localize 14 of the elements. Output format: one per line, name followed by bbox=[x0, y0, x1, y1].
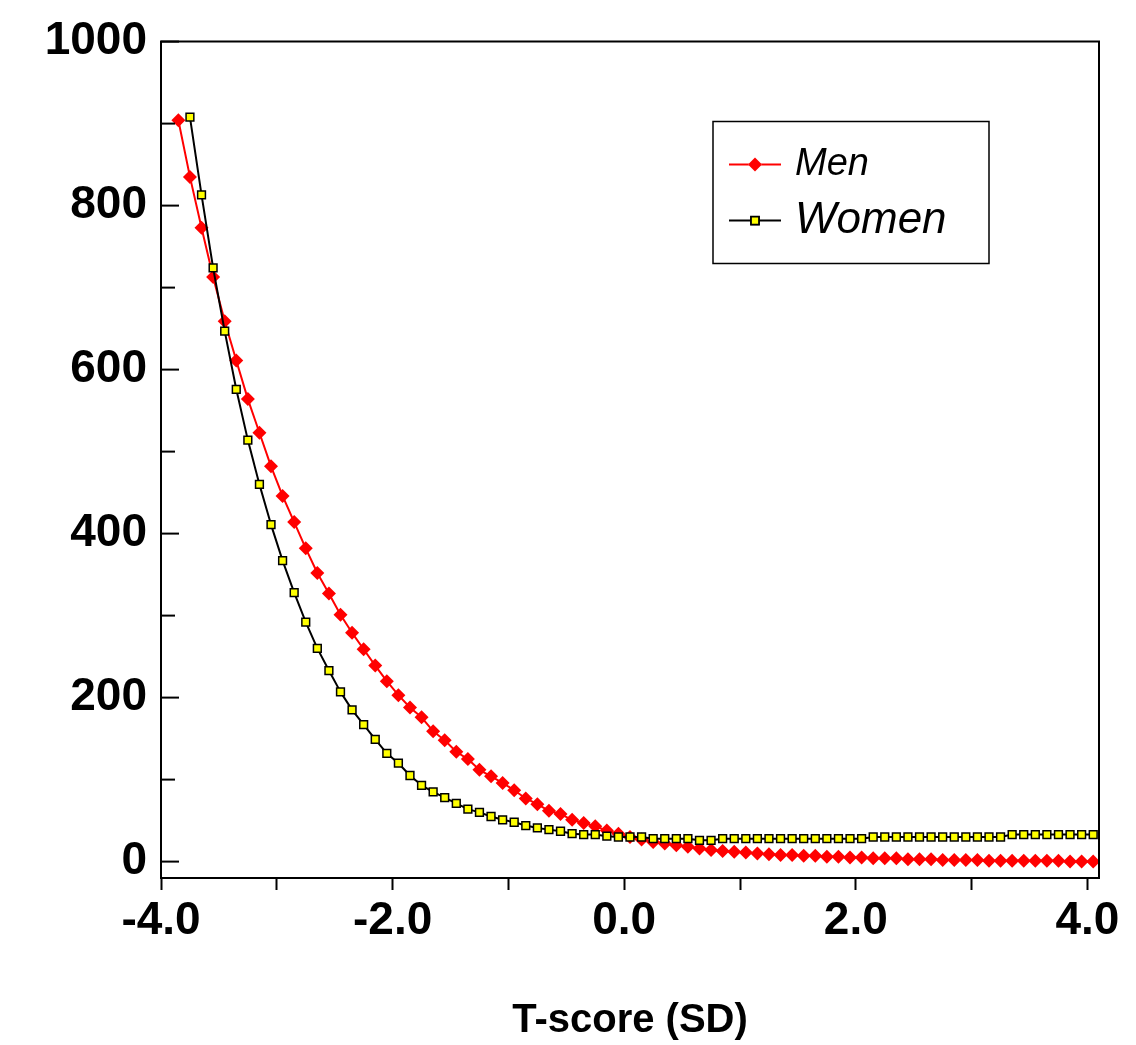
y-tick-label: 400 bbox=[70, 504, 147, 557]
x-tick-label: 0.0 bbox=[592, 892, 657, 945]
x-tick-label: 4.0 bbox=[1055, 892, 1120, 945]
x-axis-title: T-score (SD) bbox=[512, 996, 748, 1041]
y-tick-label: 1000 bbox=[44, 12, 147, 65]
x-tick-label: 2.0 bbox=[823, 892, 888, 945]
y-tick-label: 200 bbox=[70, 668, 147, 721]
y-tick-label: 600 bbox=[70, 340, 147, 393]
legend-label: Men bbox=[795, 141, 869, 184]
x-tick-label: -2.0 bbox=[352, 892, 433, 945]
y-tick-label: 0 bbox=[121, 832, 147, 885]
y-tick-label: 800 bbox=[70, 176, 147, 229]
x-tick-label: -4.0 bbox=[121, 892, 201, 945]
legend-label: Women bbox=[795, 192, 947, 242]
